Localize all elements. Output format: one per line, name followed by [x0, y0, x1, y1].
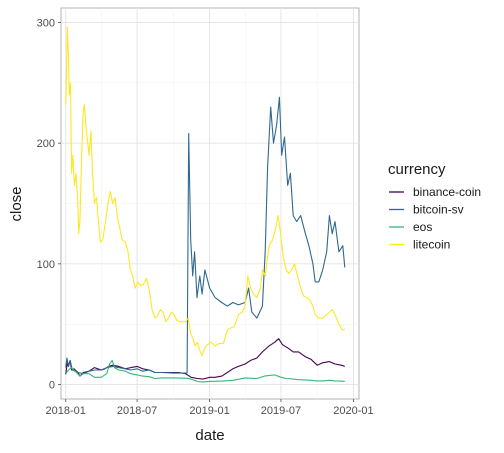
series-lines — [65, 26, 346, 383]
x-tick-label: 2020-01 — [333, 405, 373, 417]
legend: currency binance-coin bitcoin-sv eos liteco… — [388, 161, 481, 252]
y-tick-label: 0 — [49, 380, 55, 392]
legend-label-binance-coin: binance-coin — [413, 185, 481, 199]
y-axis-title: close — [8, 186, 25, 221]
x-axis-title: date — [195, 427, 224, 444]
legend-label-bitcoin-sv: bitcoin-sv — [413, 203, 464, 217]
x-tick-label: 2018-01 — [46, 405, 86, 417]
x-tick-label: 2018-07 — [117, 405, 157, 417]
y-axis-ticks: 0 100 200 300 — [37, 17, 61, 392]
x-tick-label: 2019-07 — [261, 405, 301, 417]
x-tick-label: 2019-01 — [189, 405, 229, 417]
y-tick-label: 100 — [37, 259, 55, 271]
legend-label-litecoin: litecoin — [413, 238, 450, 252]
legend-label-eos: eos — [413, 220, 432, 234]
y-tick-label: 200 — [37, 138, 55, 150]
series-line-litecoin — [65, 26, 346, 357]
legend-title: currency — [388, 161, 446, 178]
grid-lines — [61, 8, 359, 399]
series-line-bitcoin-sv — [65, 96, 346, 375]
series-line-eos — [65, 359, 345, 383]
x-axis-ticks: 2018-01 2018-07 2019-01 2019-07 2020-01 — [46, 399, 374, 417]
y-tick-label: 300 — [37, 17, 55, 29]
